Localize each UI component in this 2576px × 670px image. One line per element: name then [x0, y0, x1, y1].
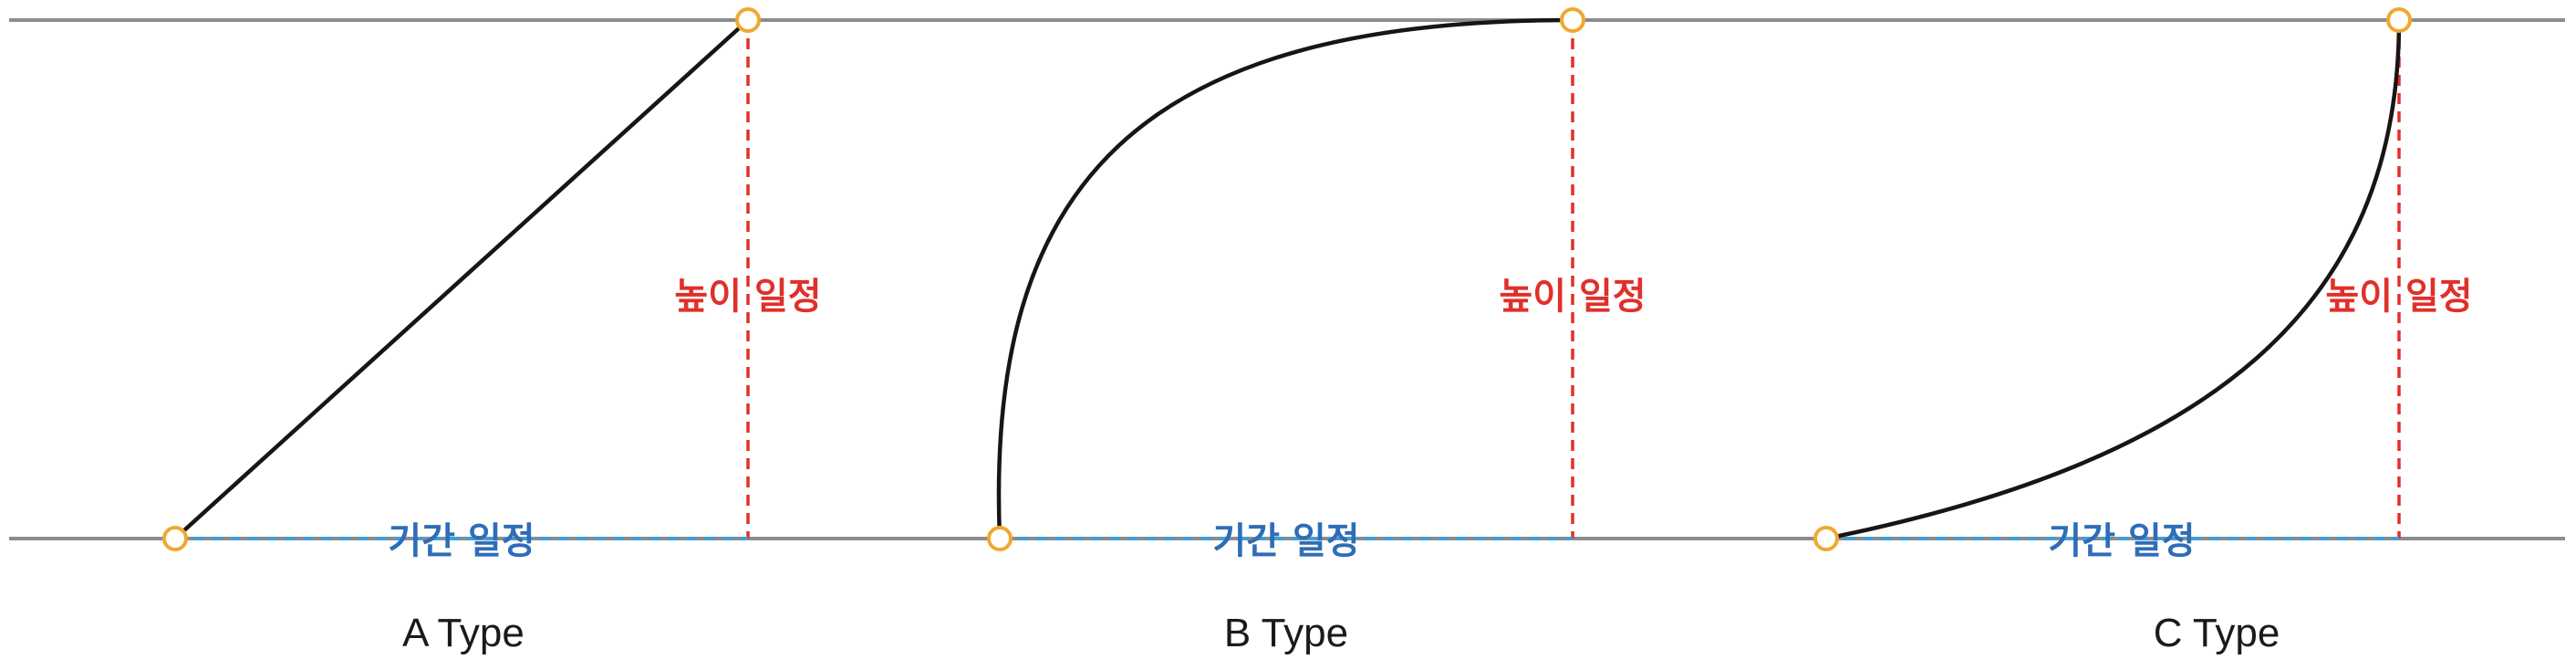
panel-b: 높이 일정 기간 일정 B Type	[987, 7, 1646, 655]
panel-a: 높이 일정 기간 일정 A Type	[162, 7, 822, 655]
end-point-c	[2386, 7, 2412, 33]
end-point-a	[735, 7, 761, 33]
duration-label-a: 기간 일정	[388, 520, 535, 562]
end-point-b	[1560, 7, 1585, 33]
curve-a	[173, 18, 750, 540]
height-label-c: 높이 일정	[2325, 276, 2472, 318]
curve-b	[996, 17, 1574, 539]
height-label-b: 높이 일정	[1499, 276, 1646, 318]
start-point-c	[1813, 526, 1839, 551]
type-label-a: A Type	[402, 611, 525, 655]
height-label-a: 높이 일정	[674, 276, 821, 318]
duration-label-c: 기간 일정	[2048, 520, 2195, 562]
type-label-c: C Type	[2154, 611, 2280, 655]
type-label-b: B Type	[1224, 611, 1348, 655]
start-point-b	[987, 526, 1013, 551]
panel-c: 높이 일정 기간 일정 C Type	[1813, 7, 2473, 655]
curve-c	[1825, 19, 2402, 541]
duration-label-b: 기간 일정	[1212, 520, 1359, 562]
start-point-a	[162, 526, 188, 551]
